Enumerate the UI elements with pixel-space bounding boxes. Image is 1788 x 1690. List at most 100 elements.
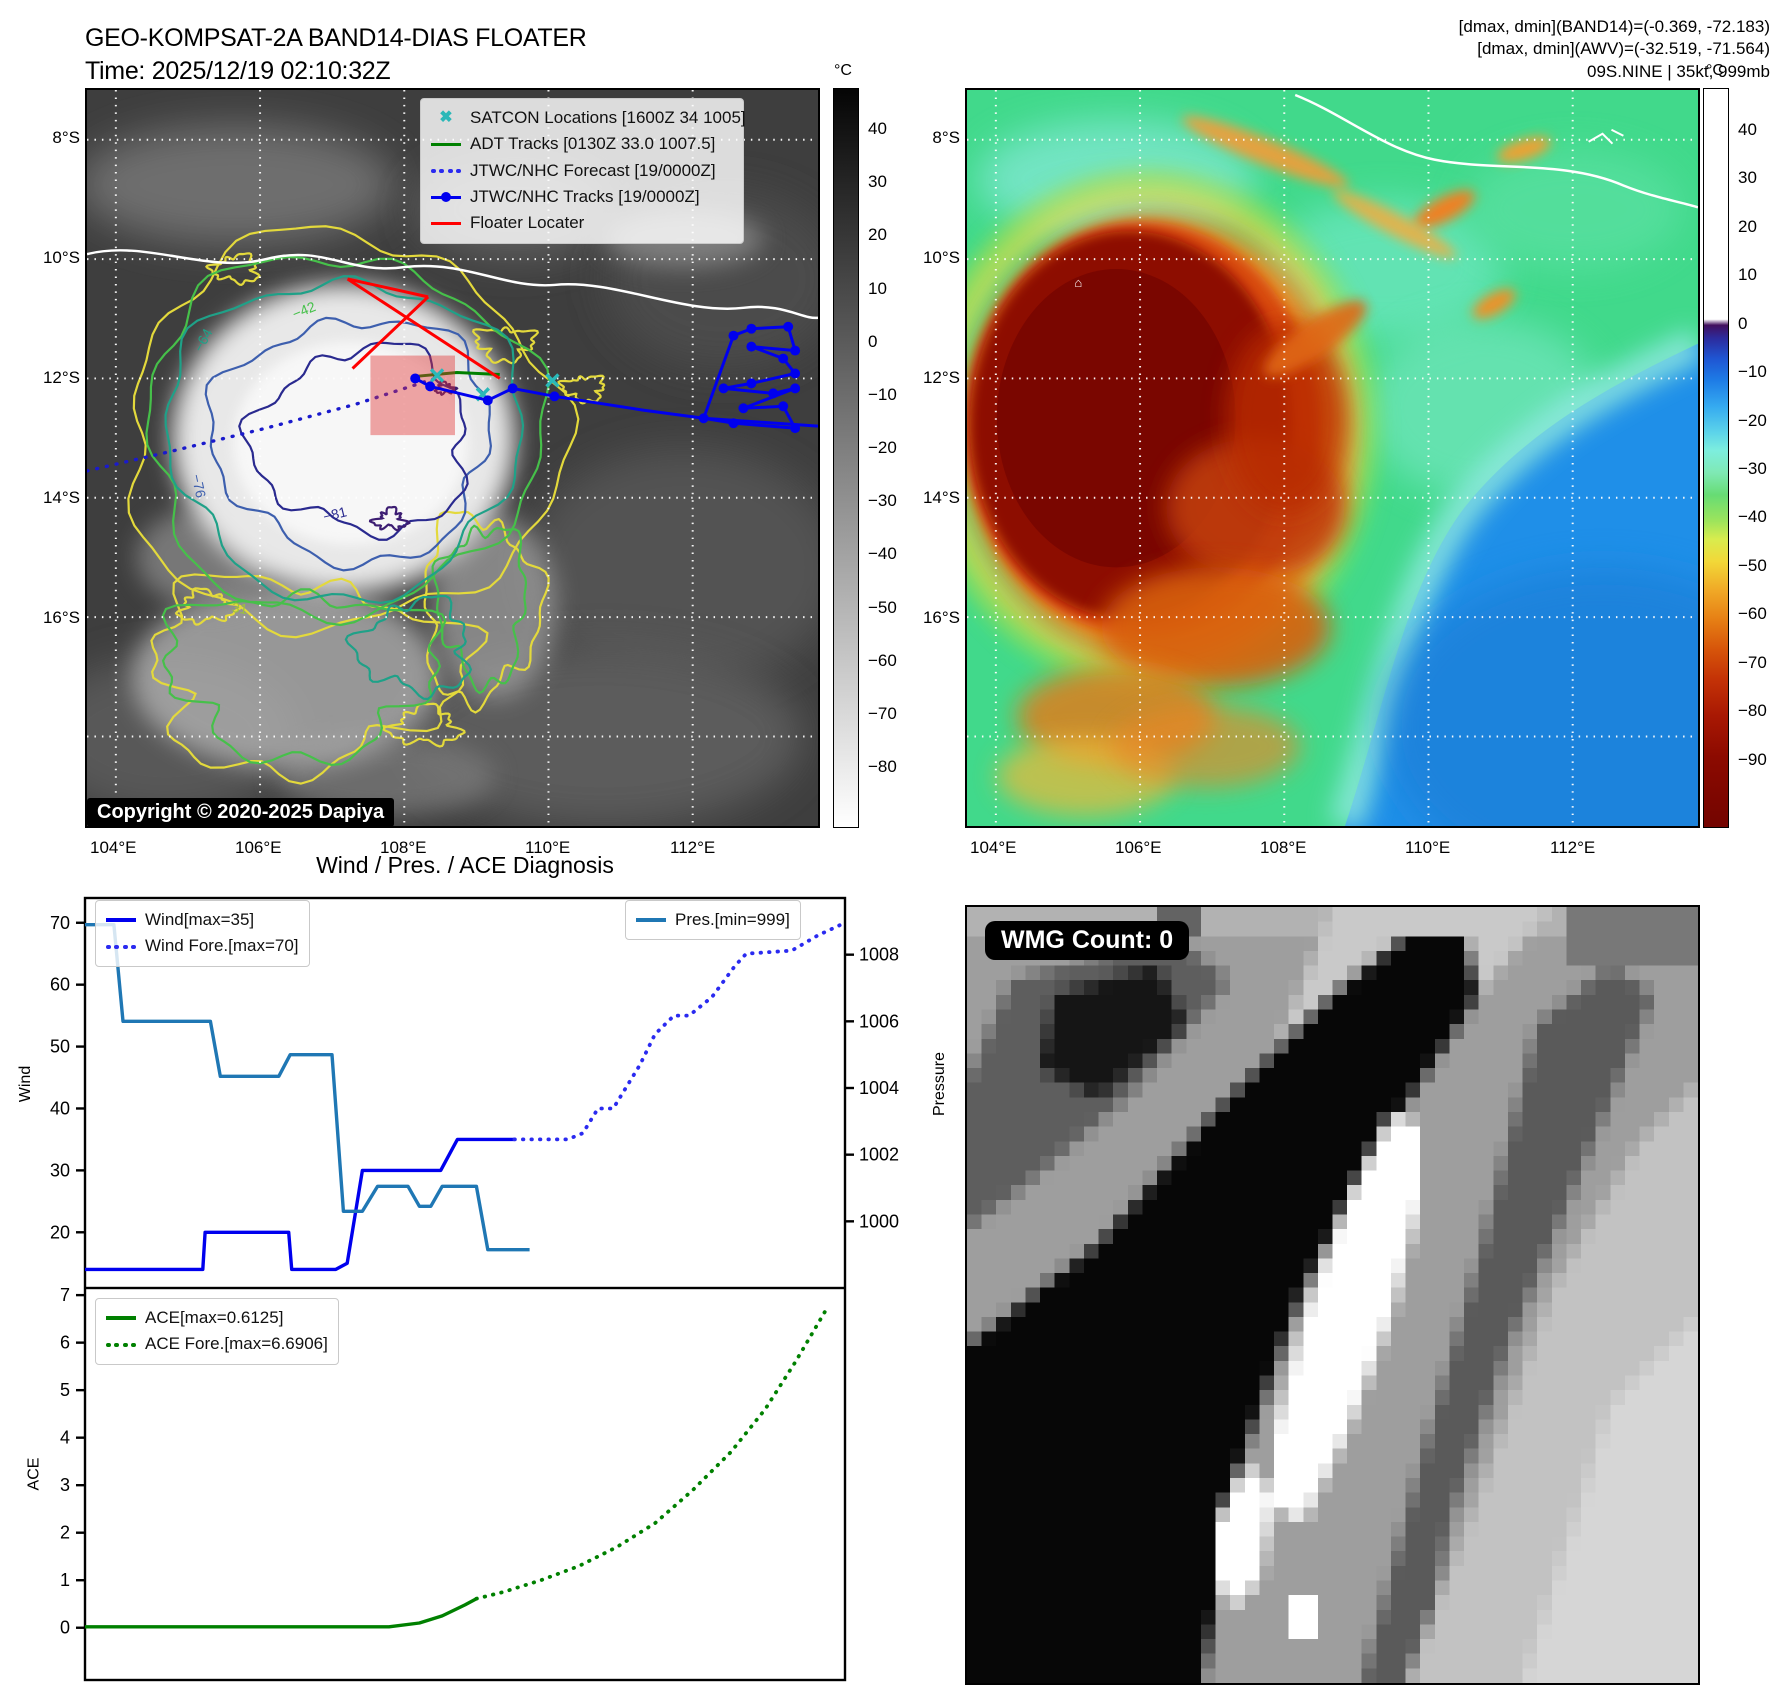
jtwc-track [410,321,819,434]
wind-fore-dotted-icon [106,944,136,949]
cb-tick: 10 [868,279,887,298]
svg-text:1008: 1008 [859,945,899,965]
band14-map-panel: −42 −64 −76 −81 31 ✖ SATCON Locations [16… [37,88,843,828]
copyright-badge: Copyright © 2020-2025 Dapiya [87,798,395,827]
cb-tick: 20 [868,225,887,244]
awv-xtick: 104°E [970,838,1017,857]
cb-tick: −90 [1738,750,1767,769]
svg-text:0: 0 [60,1618,70,1638]
adt-line-icon [431,143,461,147]
svg-text:1006: 1006 [859,1011,899,1031]
awv-xtick: 110°E [1405,838,1451,857]
cb-tick: −60 [1738,604,1767,623]
svg-text:1004: 1004 [859,1078,899,1098]
awv-ytick: 12°S [922,368,960,387]
cb-tick: −80 [1738,701,1767,720]
awv-xtick: 108°E [1260,838,1307,857]
storm-center-mark: ⌂ [1074,275,1082,290]
wmg-image [967,907,1698,1683]
cb-tick: −30 [1738,459,1767,478]
dmax-dmin-awv: [dmax, dmin](AWV)=(-32.519, -71.564) [1477,39,1770,59]
cb-tick: −70 [868,704,897,723]
legend-label: JTWC/NHC Forecast [19/0000Z] [470,160,716,180]
wind-legend: Wind[max=35] Wind Fore.[max=70] [95,900,310,967]
svg-text:3: 3 [60,1475,70,1495]
svg-text:1000: 1000 [859,1211,899,1231]
temperature-contours [127,225,606,785]
b14-xtick: 106°E [235,838,282,857]
svg-text:20: 20 [50,1222,70,1242]
satcon-legend-icon: ✖ [439,108,453,126]
cb-tick: −50 [868,598,897,617]
wind-line-icon [106,918,136,923]
band14-legend: ✖ SATCON Locations [1600Z 34 1005] ADT Tr… [420,98,746,244]
cb-tick: 0 [1738,314,1748,333]
cold-cloud-core [920,116,1551,817]
cb-tick: −70 [1738,653,1767,672]
forecast-dotted-icon [431,168,461,173]
floater-locater [346,277,501,380]
legend-label: Wind[max=35] [145,910,255,929]
legend-label: Floater Locater [470,213,585,233]
ace-fore-dotted-icon [106,1342,136,1347]
b14-ytick: 8°S [52,128,80,147]
legend-label: ACE[max=0.6125] [145,1308,284,1327]
b14-ytick: 14°S [42,488,80,507]
svg-text:2: 2 [60,1523,70,1543]
dmax-dmin-band14: [dmax, dmin](BAND14)=(-0.369, -72.183) [1458,17,1770,36]
header-info: [dmax, dmin](BAND14)=(-0.369, -72.183) [… [1110,16,1770,83]
diagnosis-chart-title: Wind / Pres. / ACE Diagnosis [316,852,614,878]
cb-tick: 0 [868,332,878,351]
legend-label: JTWC/NHC Tracks [19/0000Z] [470,187,700,207]
svg-text:50: 50 [50,1037,70,1057]
awv-ytick: 10°S [922,248,960,267]
awv-colorbar-unit: °C [1706,62,1724,79]
wind-pressure-chart: 20 30 40 50 60 70 1000 1002 1004 1006 1008 [50,896,899,1288]
page-title: GEO-KOMPSAT-2A BAND14-DIAS FLOATER Time:… [85,22,587,87]
wind-axis-label: Wind [17,1065,35,1103]
cb-tick: 20 [1738,217,1757,236]
awv-ytick: 16°S [922,608,960,627]
ace-legend: ACE[max=0.6125] ACE Fore.[max=6.6906] [95,1298,339,1365]
awv-ytick: 8°S [932,128,960,147]
b14-colorbar-unit: °C [834,62,852,79]
cb-tick: 30 [868,172,887,191]
svg-text:1: 1 [60,1570,70,1590]
b14-xtick: 110°E [525,838,571,857]
b14-xtick: 104°E [90,838,137,857]
b14-xtick: 112°E [670,838,716,857]
b14-xtick: 108°E [380,838,427,857]
timestamp: Time: 2025/12/19 02:10:32Z [85,56,391,85]
floater-target-box [370,355,455,436]
ace-chart: 0 1 2 3 4 5 6 7 [60,1288,847,1682]
cb-tick: 40 [1738,120,1757,139]
band14-colorbar: 40 30 20 10 0 −10 −20 −30 −40 −50 −60 −7… [833,88,897,828]
cb-tick: −10 [868,385,897,404]
satcon-x-icon [429,368,560,402]
adt-track-line [415,370,500,378]
b14-ytick: 10°S [42,248,80,267]
track-line-dot-icon [431,192,461,203]
wmg-panel: WMG Count: 0 [965,905,1700,1685]
b14-ytick: 12°S [42,368,80,387]
svg-text:70: 70 [50,913,70,933]
cb-tick: 10 [1738,265,1757,284]
lat-lon-grid [967,90,1698,826]
legend-label: Wind Fore.[max=70] [145,936,299,956]
floater-line-icon [431,222,461,226]
awv-colorbar: 40 30 20 10 0 −10 −20 −30 −40 −50 −60 −7… [1703,88,1767,828]
cb-tick: −80 [868,757,897,776]
cb-tick: −30 [868,491,897,510]
ace-line-icon [106,1316,136,1321]
cb-tick: −40 [868,544,897,563]
awv-map-panel: ⌂ [920,88,1788,886]
svg-text:60: 60 [50,975,70,995]
awv-ytick: 14°S [922,488,960,507]
svg-text:1002: 1002 [859,1145,899,1165]
cb-tick: −60 [868,651,897,670]
awv-satellite-image: ⌂ [920,90,1788,886]
legend-label: Pres.[min=999] [675,910,790,929]
cb-tick: −10 [1738,362,1767,381]
jtwc-forecast-line [85,376,437,473]
